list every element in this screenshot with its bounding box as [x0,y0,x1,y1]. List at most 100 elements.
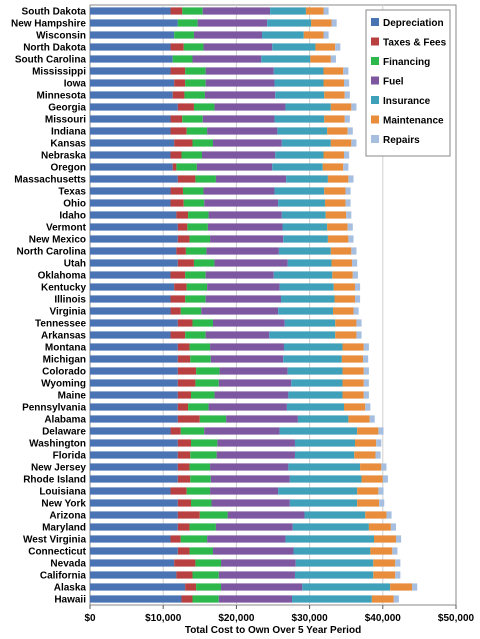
bar-segment [376,439,382,447]
category-label: Oklahoma [38,271,87,282]
bar-segment [177,319,193,327]
category-label: New Jersey [31,463,86,474]
bar-segment [90,19,178,27]
legend-label: Fuel [383,77,404,88]
category-label: Pennsylvania [22,403,86,414]
bar-segment [395,559,401,567]
bar-segment [283,235,328,243]
bars [90,7,418,603]
category-label: Vermont [46,223,87,234]
category-label: New York [41,499,86,510]
bar-segment [363,367,369,375]
bar-segment [185,295,206,303]
bar-segment [283,343,343,351]
x-tick-label: $40,000 [365,613,402,624]
bar-segment [90,439,178,447]
bar-segment [310,55,331,63]
bar-segment [206,247,279,255]
bar-segment [195,559,222,567]
bar-segment [368,523,391,531]
bar-segment [286,175,328,183]
bar-segment [90,319,178,327]
bar-segment [208,211,282,219]
bar-segment [344,115,350,123]
bar-segment [289,475,362,483]
category-label: Wisconsin [36,31,86,42]
bar-segment [335,43,341,51]
bar-segment [170,295,186,303]
bar-segment [90,91,173,99]
bar-segment [199,511,228,519]
bar-segment [214,103,286,111]
bar-segment [219,367,288,375]
bar-segment [347,127,353,135]
category-label: Oregon [50,163,86,174]
category-label: Alaska [54,583,87,594]
category-label: Arizona [49,511,86,522]
bar-segment [195,175,216,183]
category-label: Nebraska [41,151,86,162]
bar-segment [177,235,190,243]
category-label: Virginia [50,307,87,318]
bar-segment [205,79,275,87]
bar-segment [295,559,374,567]
bar-segment [197,19,268,27]
bar-segment [210,463,289,471]
bar-segment [90,307,171,315]
legend: Depreciation Taxes & Fees Financing Fuel Ins… [365,9,451,157]
bar-segment [183,199,205,207]
bar-segment [177,103,194,111]
category-label: Maine [58,391,87,402]
bar-segment [412,583,418,591]
bar-segment [90,367,178,375]
bar-segment [180,307,202,315]
bar-segment [330,247,352,255]
bar-segment [360,463,382,471]
bar-segment [205,271,274,279]
bar-segment [191,391,215,399]
bar-segment [90,595,182,603]
bar-segment [357,499,380,507]
bar-segment [205,331,270,339]
bar-segment [90,199,171,207]
bar-segment [270,7,306,15]
bar-segment [177,175,196,183]
bar-segment [323,151,345,159]
bar-segment [215,523,293,531]
bar-segment [170,427,181,435]
category-label: North Carolina [17,247,87,258]
category-label: Idaho [59,211,86,222]
bar-segment [292,595,372,603]
bar-segment [343,67,349,75]
bar-segment [303,31,324,39]
legend-swatch [371,37,379,46]
x-axis-ticks: $0 $10,000 $20,000 $30,000 $40,000 $50,000 [84,605,475,624]
bar-segment [191,439,218,447]
bar-segment [185,331,206,339]
bar-segment [291,379,343,387]
bar-segment [90,415,178,423]
legend-label: Taxes & Fees [383,38,447,49]
bar-segment [90,271,171,279]
bar-segment [218,571,295,579]
bar-segment [261,55,311,63]
bar-segment [177,511,200,519]
category-label: Connecticut [28,547,86,558]
bar-segment [227,511,305,519]
bar-segment [327,175,349,183]
bar-segment [90,391,178,399]
category-label: South Carolina [15,55,87,66]
bar-segment [193,31,263,39]
bar-segment [170,535,181,543]
bar-segment [330,103,352,111]
legend-label: Financing [383,57,430,68]
bar-segment [210,487,279,495]
category-label: Delaware [42,427,86,438]
bar-segment [292,523,369,531]
bar-segment [390,523,396,531]
bar-segment [343,163,349,171]
category-label: South Dakota [22,7,87,18]
bar-segment [311,19,332,27]
bar-segment [177,355,191,363]
bar-segment [333,283,355,291]
